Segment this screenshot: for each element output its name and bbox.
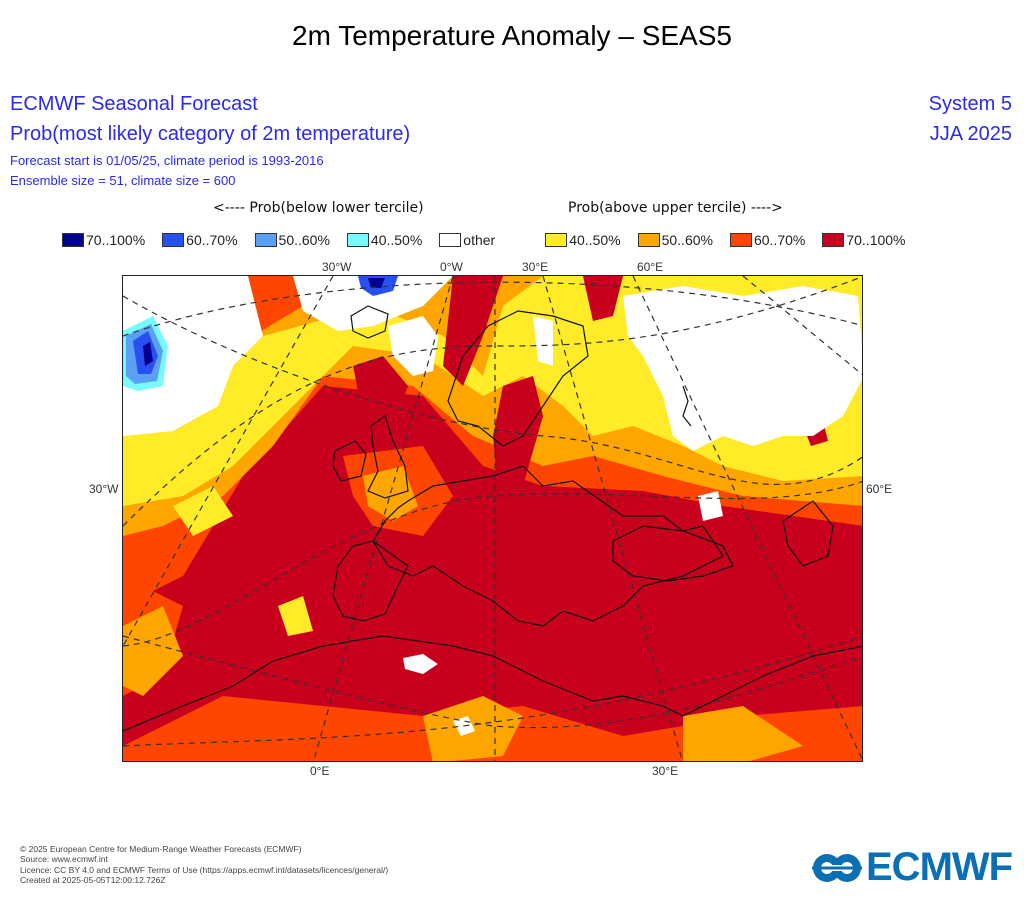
ecmwf-logo-icon (812, 853, 862, 882)
legend-item: 40..50% (545, 232, 621, 248)
lon-label-top: 0°W (440, 260, 463, 274)
region-70-100 (353, 356, 408, 426)
legend-swatch (346, 233, 369, 247)
legend-item: 70..100% (822, 232, 906, 248)
legend-swatch (439, 233, 462, 247)
legend-item: 60..70% (162, 232, 238, 248)
region-40-50 (173, 486, 233, 536)
forecast-start-info: Forecast start is 01/05/25, climate peri… (10, 153, 324, 168)
main-title: 2m Temperature Anomaly – SEAS5 (292, 20, 732, 51)
lon-label-top: 30°E (522, 260, 549, 274)
region-50-60 (123, 606, 183, 696)
legend-swatch (545, 233, 568, 247)
legend-label: 40..50% (569, 232, 621, 248)
legend-label: 60..70% (186, 232, 238, 248)
licence-text: Licence: CC BY 4.0 and ECMWF Terms of Us… (20, 864, 389, 875)
legend-label: 60..70% (753, 232, 806, 248)
legend-label: 70..100% (86, 232, 146, 248)
lon-label-right: 60°E (866, 482, 893, 496)
lon-label-bottom: 30°E (652, 764, 679, 778)
graticule (123, 276, 862, 761)
legend-label: 40..50% (370, 232, 423, 248)
region-other (403, 654, 438, 674)
region-70-100 (583, 276, 623, 321)
legend-item: 50..60% (254, 232, 330, 248)
legend-label: 70..100% (846, 232, 906, 248)
forecast-subtitle: Prob(most likely category of 2m temperat… (10, 123, 411, 145)
coastline-black-sea (612, 525, 734, 582)
forecast-title: ECMWF Seasonal Forecast (10, 93, 258, 115)
ecmwf-logo-text: ECMWF (866, 845, 1013, 889)
copyright-text: © 2025 European Centre for Medium-Range … (20, 844, 302, 854)
legend-item: 60..70% (729, 232, 806, 248)
region-other (698, 491, 723, 521)
legend-above-heading: Prob(above upper tercile) ----> (568, 200, 783, 216)
lon-label-bottom: 0°E (310, 764, 330, 778)
meridian-line (123, 276, 334, 647)
meridian-line (742, 276, 862, 376)
parallel-line (123, 276, 862, 527)
region-50-60 (363, 466, 418, 521)
map-canvas (123, 276, 862, 761)
lon-label-top: 60°E (637, 260, 664, 274)
coastline-caspian (782, 500, 834, 567)
legend-swatch (729, 233, 752, 247)
region-other (388, 316, 438, 376)
region-other (123, 276, 263, 436)
region-below-70-100 (143, 342, 153, 366)
source-text: Source: www.ecmwf.int (20, 854, 108, 865)
parallel-line (123, 281, 862, 337)
coastline-iberia (332, 540, 409, 622)
legend-item: other (439, 232, 495, 248)
coastline-scandinavia (447, 310, 589, 447)
meridian-line (312, 276, 454, 761)
region-70-100 (493, 376, 543, 496)
lon-label-left: 30°W (89, 482, 119, 496)
coastline-iceland (350, 305, 389, 339)
created-text: Created at 2025-05-05T12:00:12.726Z (20, 874, 166, 885)
probability-map (122, 275, 863, 762)
coastline-novaya-zemlya (682, 385, 692, 427)
legend: 70..100% 60..70% 50..60% 40..50% other 4… (62, 231, 923, 249)
ecmwf-logo: ECMWF (812, 845, 1013, 890)
legend-swatch (254, 233, 277, 247)
parallel-line (123, 636, 862, 747)
season-label: JJA 2025 (929, 123, 1012, 145)
legend-below-heading: <---- Prob(below lower tercile) (213, 200, 424, 216)
legend-item: 40..50% (346, 232, 423, 248)
legend-swatch (637, 233, 660, 247)
parallel-line (123, 635, 862, 729)
legend-label: other (463, 232, 496, 248)
lon-label-top: 30°W (322, 260, 352, 274)
coastline-britain (367, 415, 409, 499)
legend-swatch (62, 233, 84, 247)
coastline-continent (372, 465, 724, 627)
coastlines (123, 305, 862, 732)
legend-swatch (822, 233, 845, 247)
ensemble-info: Ensemble size = 51, climate size = 600 (10, 173, 236, 188)
parallel-line (123, 295, 862, 486)
legend-label: 50..60% (661, 232, 713, 248)
region-70-100 (443, 276, 503, 386)
coastline-ireland (332, 440, 367, 482)
legend-item: 70..100% (62, 232, 145, 248)
legend-swatch (162, 233, 185, 247)
meridian-line (632, 276, 862, 761)
legend-item: 50..60% (637, 232, 713, 248)
coastline-africa (123, 635, 862, 732)
legend-label: 50..60% (278, 232, 330, 248)
region-other (533, 316, 553, 366)
meridian-line (542, 276, 684, 761)
region-40-50 (278, 596, 313, 636)
system-label: System 5 (928, 93, 1012, 115)
region-50-60 (683, 706, 803, 761)
region-other (293, 276, 453, 331)
footer: © 2025 European Centre for Medium-Range … (20, 844, 388, 885)
region-other (623, 286, 862, 451)
region-below-70-100 (368, 278, 385, 288)
